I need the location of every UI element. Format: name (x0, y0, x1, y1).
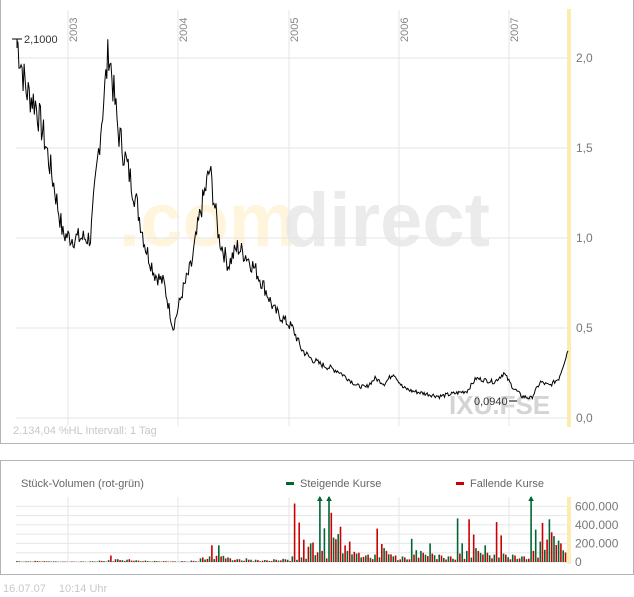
volume-chart: Stück-Volumen (rot-grün) Steigende Kurse… (16, 478, 619, 569)
price-y-label: 0,5 (576, 321, 593, 335)
price-chart-panel: .com direct IXU.FSE 2003 2004 2005 2006 2007… (0, 0, 634, 444)
timestamp: 16.07.07 10:14 Uhr (3, 583, 117, 595)
volume-year-gridlines (67, 497, 510, 562)
legend-rising: Steigende Kurse (286, 478, 381, 490)
year-label: 2003 (68, 18, 80, 42)
legend-falling-label: Fallende Kurse (470, 478, 544, 490)
volume-current-marker (567, 497, 571, 564)
chart-footnote: 2.134,04 %HL Intervall: 1 Tag (13, 425, 157, 437)
watermark-direct: direct (283, 178, 490, 263)
price-y-label: 2,0 (576, 51, 593, 65)
watermark-com: .com (119, 178, 296, 263)
price-line (16, 39, 569, 401)
volume-y-label: 0 (575, 555, 582, 569)
comdirect-watermark: .com direct (119, 178, 490, 263)
legend-rising-swatch (286, 482, 294, 485)
overflow-arrow-icon (528, 496, 534, 501)
volume-title: Stück-Volumen (rot-grün) (21, 478, 144, 490)
low-marker: 0,0940 (474, 396, 517, 408)
overflow-arrow-icon (317, 496, 323, 501)
year-label: 2005 (289, 18, 301, 42)
current-time-marker (567, 9, 571, 427)
price-y-axis-labels: 2,0 1,5 1,0 0,5 0,0 (576, 51, 593, 425)
timestamp-date: 16.07.07 (3, 583, 46, 595)
price-y-label: 1,0 (576, 231, 593, 245)
price-y-label: 0,0 (576, 411, 593, 425)
year-label: 2004 (178, 18, 190, 42)
legend-falling-swatch (456, 482, 464, 485)
price-x-axis-labels: 2003 2004 2005 2006 2007 (68, 18, 521, 42)
high-marker: 2,1000 (12, 34, 58, 48)
volume-y-axis-labels: 600.000 400.000 200.000 0 (575, 499, 619, 569)
year-label: 2007 (509, 18, 521, 42)
year-label: 2006 (399, 18, 411, 42)
legend-falling: Fallende Kurse (456, 478, 544, 490)
volume-bars (16, 496, 567, 563)
price-y-label: 1,5 (576, 141, 593, 155)
volume-horizontal-gridlines (16, 505, 567, 563)
price-year-gridlines (67, 10, 510, 426)
timestamp-time: 10:14 Uhr (58, 583, 108, 595)
high-label: 2,1000 (24, 34, 58, 46)
price-horizontal-gridlines (16, 57, 567, 419)
overflow-arrow-icon (326, 496, 332, 501)
low-label: 0,0940 (474, 396, 508, 408)
volume-y-label: 400.000 (575, 518, 619, 532)
legend-rising-label: Steigende Kurse (300, 478, 381, 490)
volume-y-label: 600.000 (575, 499, 619, 513)
price-chart: .com direct IXU.FSE 2003 2004 2005 2006 2007… (12, 9, 593, 437)
volume-chart-panel: Stück-Volumen (rot-grün) Steigende Kurse… (0, 460, 634, 575)
volume-y-label: 200.000 (575, 536, 619, 550)
